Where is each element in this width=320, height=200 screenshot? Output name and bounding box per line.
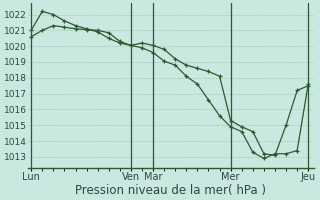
X-axis label: Pression niveau de la mer( hPa ): Pression niveau de la mer( hPa ) [75,184,266,197]
